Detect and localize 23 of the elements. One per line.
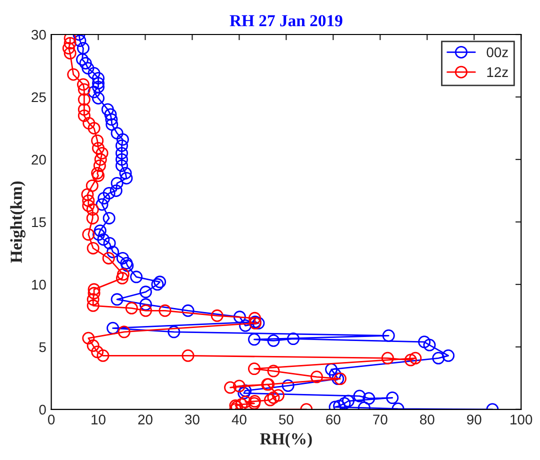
x-tick-label: 50 xyxy=(279,414,294,424)
x-tick-label: 70 xyxy=(373,414,388,424)
y-tick-label: 30 xyxy=(32,30,46,40)
y-tick-label: 10 xyxy=(32,280,46,290)
x-tick-label: 10 xyxy=(92,414,106,424)
x-tick-label: 80 xyxy=(420,414,434,424)
y-tick-label: 20 xyxy=(32,154,46,165)
y-tick-label: 25 xyxy=(32,92,46,102)
legend-label: 12z xyxy=(487,67,508,77)
x-tick-label: 90 xyxy=(467,414,482,424)
y-tick-label: 15 xyxy=(32,217,46,228)
chart-title: RH 27 Jan 2019 xyxy=(230,15,342,26)
x-tick-label: 0 xyxy=(48,414,55,424)
x-tick-label: 100 xyxy=(510,414,532,424)
y-axis-title: Height(km) xyxy=(10,181,26,263)
x-tick-label: 30 xyxy=(185,414,200,424)
x-axis-title: RH(%) xyxy=(260,432,312,448)
x-tick-label: 20 xyxy=(138,414,152,424)
x-tick-label: 60 xyxy=(326,414,340,424)
x-tick-label: 40 xyxy=(232,414,246,424)
y-tick-label: 0 xyxy=(39,404,46,415)
y-tick-label: 5 xyxy=(39,342,46,352)
legend-label: 00z xyxy=(486,47,508,58)
